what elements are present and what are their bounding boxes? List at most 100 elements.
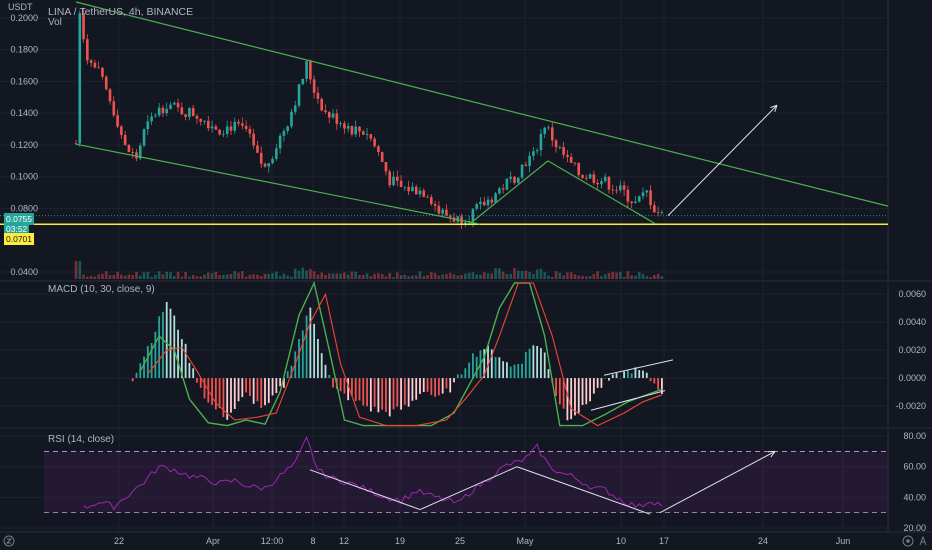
- candle-body: [82, 13, 85, 40]
- candle-body: [653, 205, 656, 213]
- y-tick-label: 80.00: [903, 431, 926, 441]
- volume-bar: [456, 275, 460, 279]
- macd-histogram-bar: [513, 364, 516, 379]
- volume-bar: [547, 275, 550, 279]
- volume-label[interactable]: Vol: [48, 17, 62, 28]
- settings-icon[interactable]: [902, 535, 914, 547]
- volume-bar: [150, 276, 153, 279]
- macd-histogram-bar: [449, 378, 452, 393]
- candle-body: [528, 155, 531, 167]
- volume-bar: [237, 272, 240, 279]
- candle-body: [354, 126, 358, 135]
- candle-body: [316, 92, 320, 99]
- volume-bar: [656, 273, 660, 279]
- macd-histogram-bar: [226, 378, 229, 420]
- volume-bar: [641, 273, 645, 279]
- volume-bar: [592, 273, 596, 279]
- candle-body: [305, 61, 308, 79]
- y-tick-label: 60.00: [903, 462, 926, 472]
- volume-bar: [142, 272, 146, 279]
- macd-histogram-bar: [343, 378, 346, 394]
- macd-histogram-bar: [245, 378, 247, 393]
- macd-histogram-bar: [437, 378, 440, 396]
- macd-histogram-bar: [638, 370, 641, 379]
- volume-bar: [169, 272, 172, 279]
- macd-histogram-bar: [475, 356, 478, 379]
- macd-label[interactable]: MACD (10, 30, close, 9): [48, 284, 155, 295]
- volume-bar: [157, 271, 161, 279]
- volume-bar: [539, 268, 543, 279]
- macd-histogram-bar: [653, 378, 656, 384]
- volume-bar: [490, 273, 494, 279]
- candle-body: [241, 123, 244, 126]
- symbol-title[interactable]: LINA / TetherUS, 4h, BINANCE: [48, 6, 194, 18]
- volume-bar: [331, 273, 335, 279]
- candle-body: [660, 212, 664, 214]
- auto-scale-icon[interactable]: [919, 535, 927, 546]
- x-tick-label: 17: [659, 536, 669, 546]
- volume-bar: [104, 271, 108, 279]
- volume-bar: [358, 274, 361, 279]
- price-axis: 0.0400 0.0800 0.1000 0.1200 0.1400 0.1600 0.18…: [10, 13, 926, 533]
- volume-bar: [422, 276, 426, 279]
- macd-histogram-bar: [324, 364, 327, 379]
- x-tick-label: 10: [616, 536, 626, 546]
- volume-bar: [146, 271, 150, 279]
- volume-bar: [256, 274, 259, 279]
- macd-histogram-bar: [574, 378, 576, 416]
- candle-body: [649, 190, 652, 206]
- candle-body: [184, 114, 187, 117]
- macd-histogram-bar: [611, 374, 614, 379]
- candle-body: [516, 177, 520, 183]
- volume-bar: [607, 273, 611, 279]
- macd-histogram-bar: [453, 378, 455, 383]
- candle-body: [157, 107, 161, 116]
- candle-body: [645, 190, 649, 193]
- macd-histogram-bar: [441, 378, 444, 394]
- volume-bar: [172, 276, 176, 279]
- candle-body: [505, 178, 509, 190]
- macd-histogram-bar: [517, 364, 520, 379]
- macd-histogram-bar: [630, 373, 633, 379]
- y-tick-label: 0.0060: [898, 289, 926, 299]
- macd-histogram-bar: [506, 362, 508, 379]
- macd-histogram-bar: [309, 307, 312, 379]
- macd-histogram-bar: [158, 316, 161, 379]
- macd-histogram-bar: [369, 378, 372, 412]
- x-tick-label: 12:00: [261, 536, 284, 546]
- y-tick-label: 0.0020: [898, 345, 926, 355]
- macd-histogram-bar: [388, 378, 391, 417]
- candle-body: [498, 188, 501, 194]
- candle-body: [263, 163, 267, 167]
- breakout-arrow-head: [770, 104, 778, 113]
- candle-body: [165, 108, 169, 114]
- volume-bar: [248, 274, 252, 279]
- candle-body: [191, 108, 195, 117]
- candle-body: [108, 89, 112, 102]
- volume-bar: [244, 276, 248, 279]
- macd-histogram-bar: [570, 378, 573, 420]
- rise-line: [469, 160, 549, 225]
- macd-histogram-bar: [547, 369, 550, 379]
- time-axis: 22 Apr 12:00 8 12 19 25 May 10 17 24 Jun: [114, 536, 850, 546]
- volume-bar: [585, 276, 588, 279]
- candle-body: [486, 199, 490, 206]
- macd-histogram-bar: [279, 378, 282, 387]
- candle-body: [207, 120, 210, 129]
- macd-histogram-bar: [233, 378, 236, 409]
- macd-histogram-bar: [339, 378, 342, 392]
- candle-body: [195, 116, 199, 119]
- volume-bar: [486, 273, 490, 279]
- macd-histogram-bar: [184, 343, 187, 379]
- timezone-icon[interactable]: [3, 535, 15, 547]
- macd-histogram-bar: [585, 378, 588, 405]
- candle-body: [210, 126, 214, 129]
- macd-histogram-bar: [626, 369, 629, 379]
- candle-body: [543, 127, 547, 134]
- y-tick-label: 0.1000: [10, 172, 38, 182]
- volume-bar: [271, 273, 274, 279]
- candle-body: [127, 144, 131, 152]
- volume-bar: [596, 271, 599, 279]
- macd-histogram-bar: [615, 373, 618, 379]
- rsi-label[interactable]: RSI (14, close): [48, 434, 115, 445]
